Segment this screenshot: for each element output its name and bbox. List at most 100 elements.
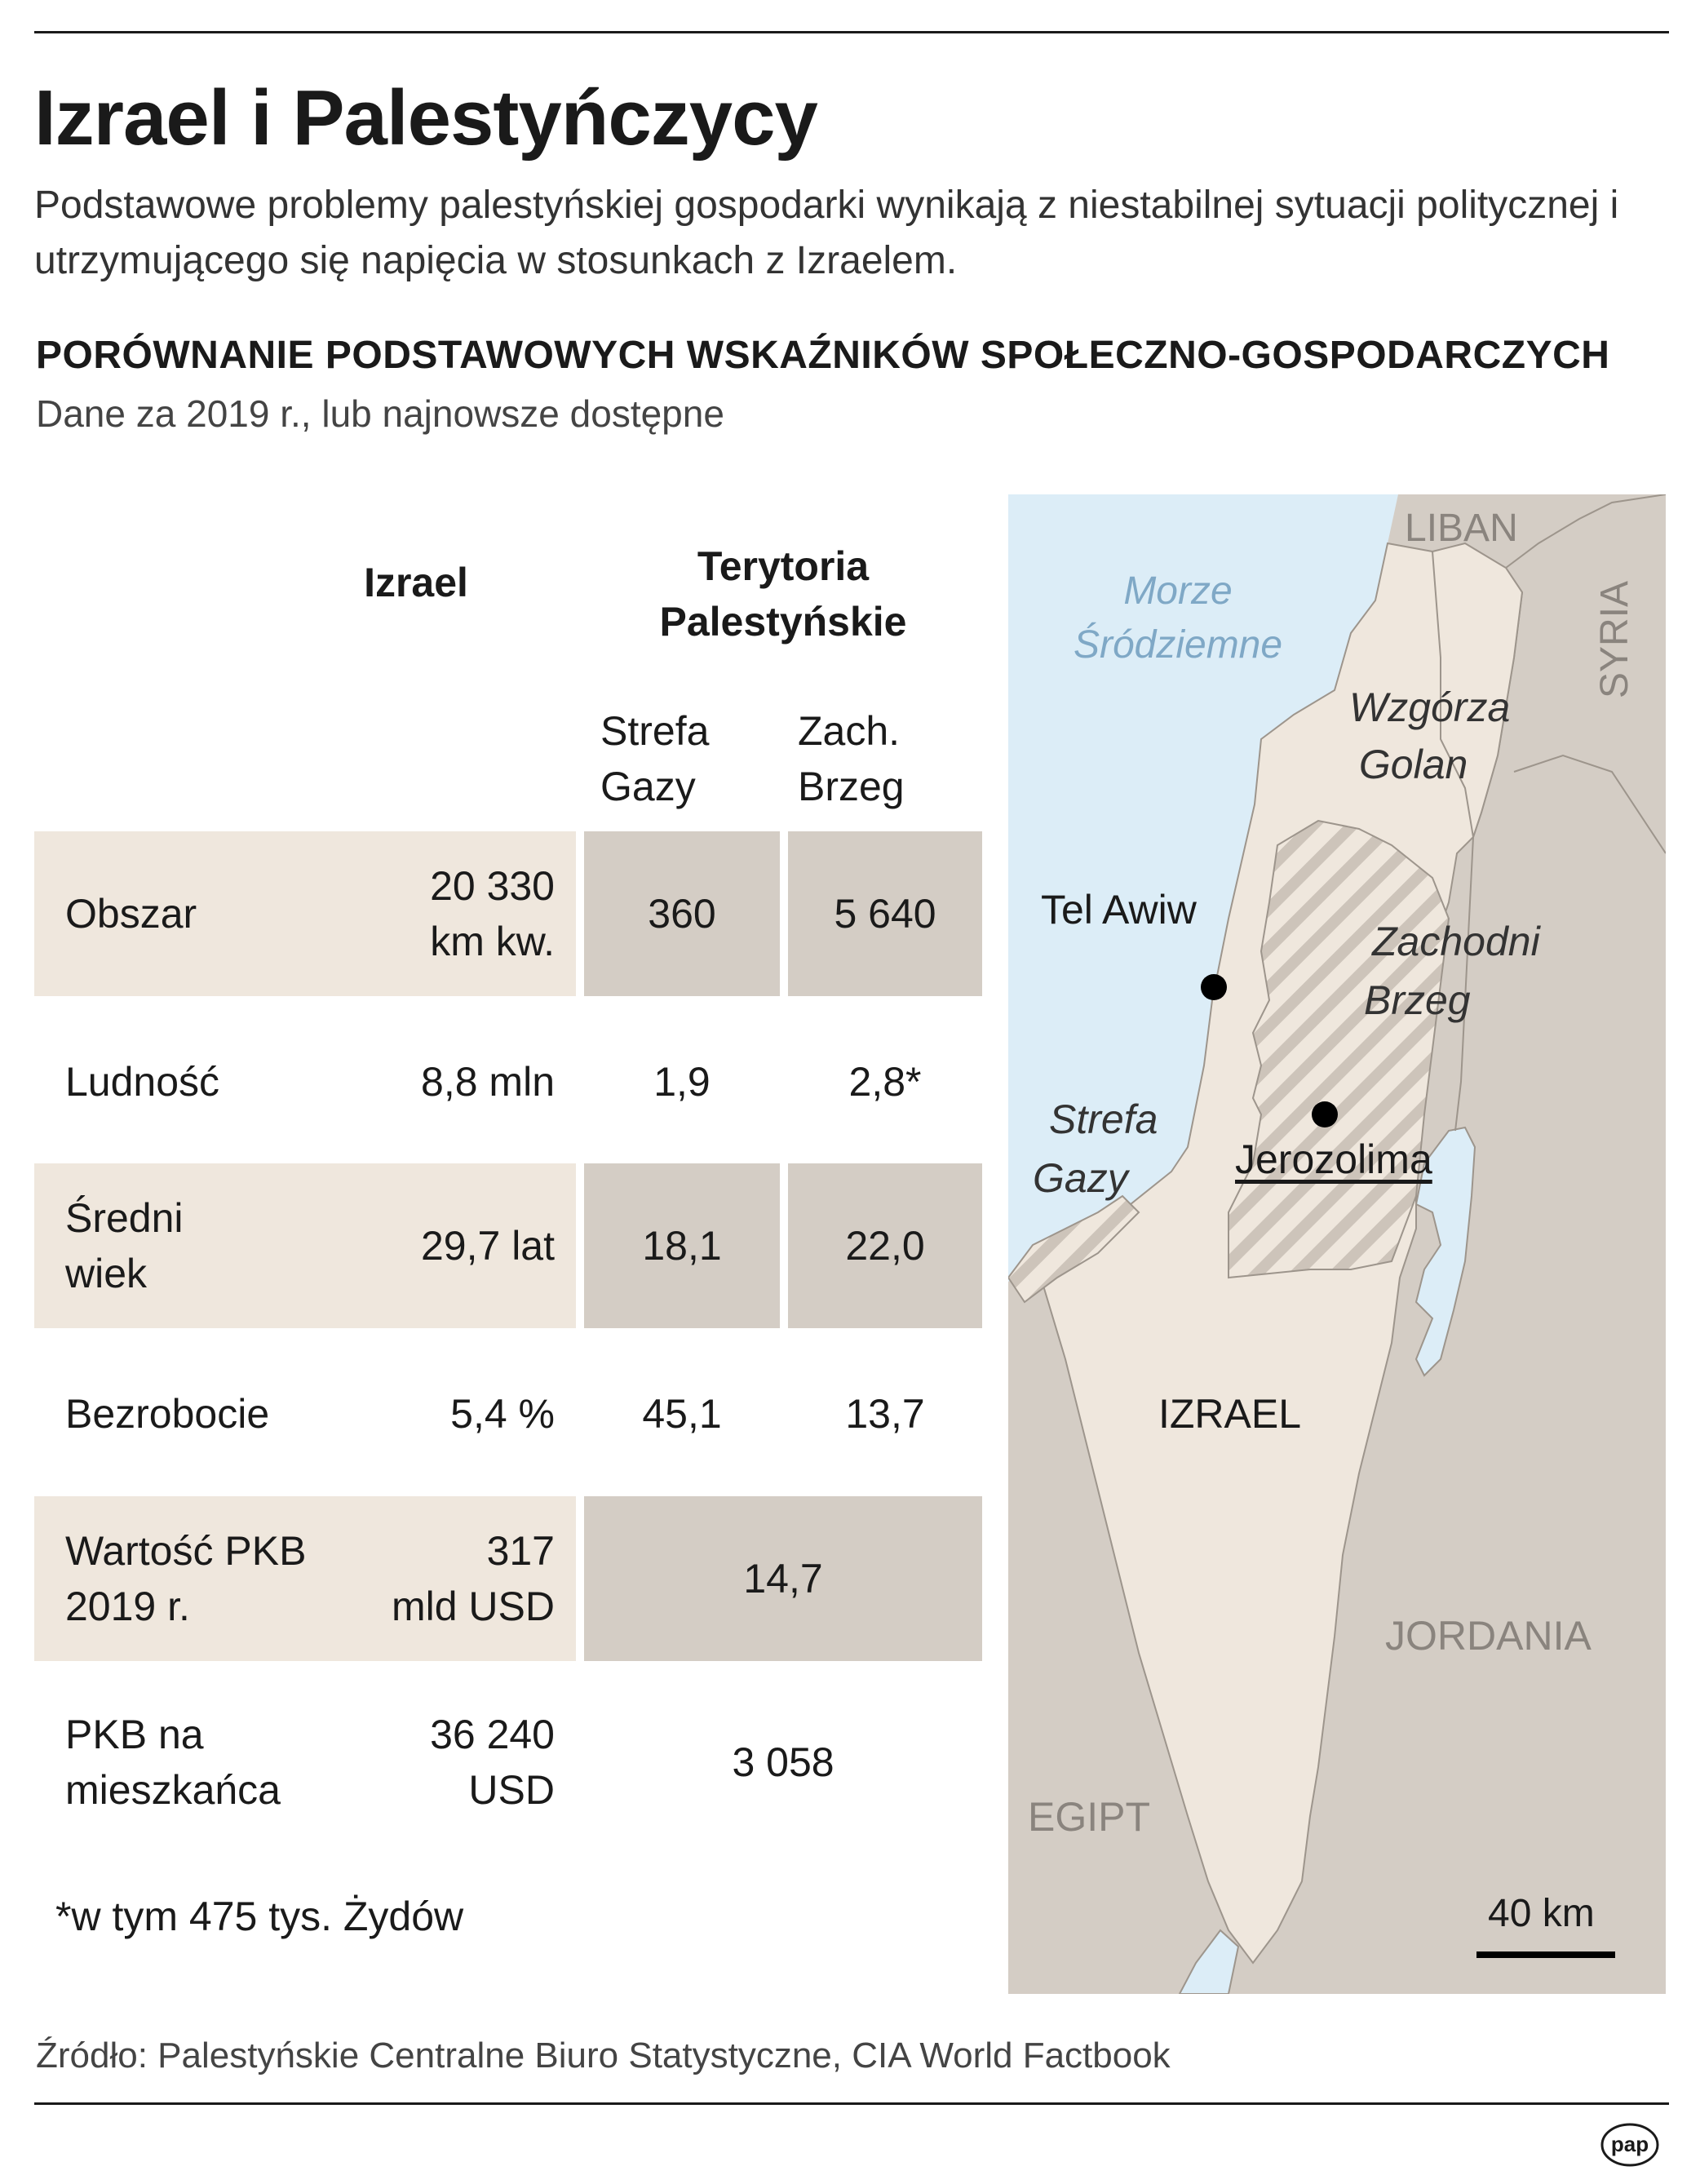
row-bezrobocie-gaza-cell: 45,1 bbox=[584, 1332, 780, 1495]
row-pkbpc-izrael-value: 36 240 bbox=[430, 1712, 555, 1757]
col-header-gaza: Strefa Gazy bbox=[600, 703, 709, 814]
col-header-westbank-line2: Brzeg bbox=[798, 764, 905, 809]
map-panel: LIBAN SYRIA Morze Śródziemne Wzgórza Gol… bbox=[1008, 494, 1666, 1994]
row-wiek-label-cell: Średni wiek bbox=[34, 1163, 361, 1328]
map-label-gaza-line2: Gazy bbox=[1033, 1155, 1128, 1201]
col-header-territories: Terytoria Palestyńskie bbox=[604, 538, 963, 649]
pap-logo-mark: pap bbox=[1600, 2123, 1659, 2167]
page-subtitle: Podstawowe problemy palestyńskiej gospod… bbox=[34, 184, 1619, 282]
bottom-rule bbox=[34, 2102, 1669, 2105]
map-label-golan: Wzgórza Golan bbox=[1349, 679, 1510, 793]
row-wiek-label-line1: Średni bbox=[65, 1195, 184, 1241]
sea-area bbox=[1008, 494, 1398, 1282]
map-label-jordan: JORDANIA bbox=[1385, 1613, 1592, 1659]
jordan-river bbox=[1454, 836, 1474, 1132]
row-bezrobocie-izrael-cell: 5,4 % bbox=[361, 1332, 576, 1495]
map-label-westbank-line1: Zachodni bbox=[1372, 919, 1540, 964]
page-title: Izrael i Palestyńczycy bbox=[34, 74, 818, 162]
col-header-gaza-line1: Strefa bbox=[600, 708, 710, 754]
gaza-area bbox=[1008, 1194, 1140, 1304]
map-label-golan-line2: Golan bbox=[1358, 742, 1468, 787]
row-pkbpc-label-line1: PKB na bbox=[65, 1712, 204, 1757]
row-obszar-label-cell: Obszar bbox=[34, 831, 576, 996]
row-pkbpc-label-cell: PKB na mieszkańca bbox=[34, 1681, 361, 1844]
row-pkb-label-line2: 2019 r. bbox=[65, 1584, 190, 1629]
border-syria-jordan bbox=[1513, 754, 1666, 854]
row-bezrobocie-westbank-cell: 13,7 bbox=[788, 1332, 982, 1495]
row-ludnosc-label-cell: Ludność bbox=[34, 1000, 361, 1163]
row-obszar-izrael-cell: 20 330 km kw. bbox=[34, 831, 576, 996]
pap-logo-text: pap bbox=[1611, 2132, 1649, 2156]
row-ludnosc-izrael-value: 8,8 mln bbox=[421, 1059, 555, 1105]
row-pkb-territories-value: 14,7 bbox=[743, 1556, 823, 1601]
col-header-territories-line1: Terytoria bbox=[697, 543, 870, 589]
map-label-jerusalem: Jerozolima bbox=[1235, 1136, 1432, 1182]
map-label-sea-line2: Śródziemne bbox=[1073, 623, 1283, 667]
row-ludnosc-izrael-cell: 8,8 mln bbox=[361, 1000, 576, 1163]
col-header-westbank-line1: Zach. bbox=[798, 708, 901, 754]
row-obszar-westbank-cell: 5 640 bbox=[788, 831, 982, 996]
map-label-westbank: Zachodni Brzeg bbox=[1364, 912, 1540, 1030]
col-header-gaza-line2: Gazy bbox=[600, 764, 696, 809]
row-pkb-bg bbox=[34, 1496, 576, 1661]
col-header-izrael-text: Izrael bbox=[364, 560, 468, 605]
row-pkbpc-izrael-cell: 36 240 USD bbox=[361, 1681, 576, 1844]
map-label-telaviv: Tel Awiw bbox=[1041, 887, 1197, 933]
row-bezrobocie-gaza-value: 45,1 bbox=[642, 1391, 722, 1437]
row-obszar-izrael-value: 20 330 bbox=[430, 863, 555, 909]
section-heading: PORÓWNANIE PODSTAWOWYCH WSKAŹNIKÓW SPOŁE… bbox=[36, 334, 1610, 377]
map-label-liban: LIBAN bbox=[1405, 507, 1518, 550]
row-wiek-gaza-value: 18,1 bbox=[642, 1223, 722, 1269]
col-header-westbank: Zach. Brzeg bbox=[798, 703, 905, 814]
dead-sea bbox=[1414, 1126, 1476, 1377]
top-rule bbox=[34, 31, 1669, 33]
row-pkbpc-izrael-unit: USD bbox=[468, 1767, 555, 1813]
row-ludnosc-gaza-cell: 1,9 bbox=[584, 1000, 780, 1163]
map-scale-label: 40 km bbox=[1488, 1892, 1595, 1935]
source-text: Źródło: Palestyńskie Centralne Biuro Sta… bbox=[36, 2036, 1171, 2075]
row-pkb-label-line1: Wartość PKB bbox=[65, 1528, 307, 1574]
westbank-area bbox=[1228, 819, 1450, 1279]
row-wiek-label-line2: wiek bbox=[65, 1251, 148, 1296]
row-pkb-label-cell: Wartość PKB 2019 r. bbox=[34, 1496, 361, 1661]
map-label-gaza-line1: Strefa bbox=[1049, 1096, 1158, 1142]
map-svg bbox=[1008, 494, 1666, 1994]
row-obszar-westbank-value: 5 640 bbox=[834, 891, 936, 937]
row-wiek-izrael-value: 29,7 lat bbox=[420, 1223, 555, 1269]
map-label-israel: IZRAEL bbox=[1158, 1391, 1302, 1437]
row-pkbpc-territories-cell: 3 058 bbox=[584, 1681, 982, 1844]
row-pkb-izrael-unit: mld USD bbox=[391, 1584, 555, 1629]
col-header-territories-line2: Palestyńskie bbox=[659, 599, 907, 645]
border-lebanon-syria bbox=[1505, 494, 1666, 569]
map-label-golan-line1: Wzgórza bbox=[1349, 684, 1511, 730]
row-wiek-gaza-cell: 18,1 bbox=[584, 1163, 780, 1328]
row-obszar-izrael-unit: km kw. bbox=[430, 919, 555, 964]
row-pkb-territories-cell: 14,7 bbox=[584, 1496, 982, 1661]
map-label-sea-line1: Morze bbox=[1123, 569, 1233, 613]
row-wiek-westbank-cell: 22,0 bbox=[788, 1163, 982, 1328]
row-obszar-gaza-cell: 360 bbox=[584, 831, 780, 996]
row-bezrobocie-westbank-value: 13,7 bbox=[845, 1391, 925, 1437]
red-sea bbox=[1178, 1929, 1240, 1994]
row-pkb-izrael-value: 317 bbox=[486, 1528, 555, 1574]
row-ludnosc-label: Ludność bbox=[65, 1059, 220, 1105]
row-wiek-bg bbox=[34, 1163, 576, 1328]
map-label-egypt: EGIPT bbox=[1028, 1794, 1151, 1840]
row-ludnosc-gaza-value: 1,9 bbox=[653, 1059, 711, 1105]
row-wiek-izrael-cell: 29,7 lat bbox=[361, 1163, 576, 1328]
col-header-izrael: Izrael bbox=[334, 555, 498, 610]
jerusalem-marker bbox=[1312, 1101, 1338, 1127]
row-bezrobocie-izrael-value: 5,4 % bbox=[450, 1391, 555, 1437]
row-pkb-izrael-cell: 317 mld USD bbox=[361, 1496, 576, 1661]
telaviv-marker bbox=[1201, 974, 1227, 1000]
section-note: Dane za 2019 r., lub najnowsze dostępne bbox=[36, 392, 724, 435]
row-pkbpc-territories-value: 3 058 bbox=[732, 1739, 835, 1785]
table-footnote: *w tym 475 tys. Żydów bbox=[55, 1894, 464, 1939]
map-label-syria: SYRIA bbox=[1593, 580, 1636, 698]
map-label-gaza: Strefa Gazy bbox=[1033, 1090, 1158, 1207]
row-wiek-westbank-value: 22,0 bbox=[845, 1223, 925, 1269]
map-label-westbank-line2: Brzeg bbox=[1364, 977, 1471, 1023]
row-ludnosc-westbank-cell: 2,8* bbox=[788, 1000, 982, 1163]
map-scale-bar bbox=[1476, 1951, 1615, 1958]
map-label-sea: Morze Śródziemne bbox=[1056, 565, 1300, 672]
